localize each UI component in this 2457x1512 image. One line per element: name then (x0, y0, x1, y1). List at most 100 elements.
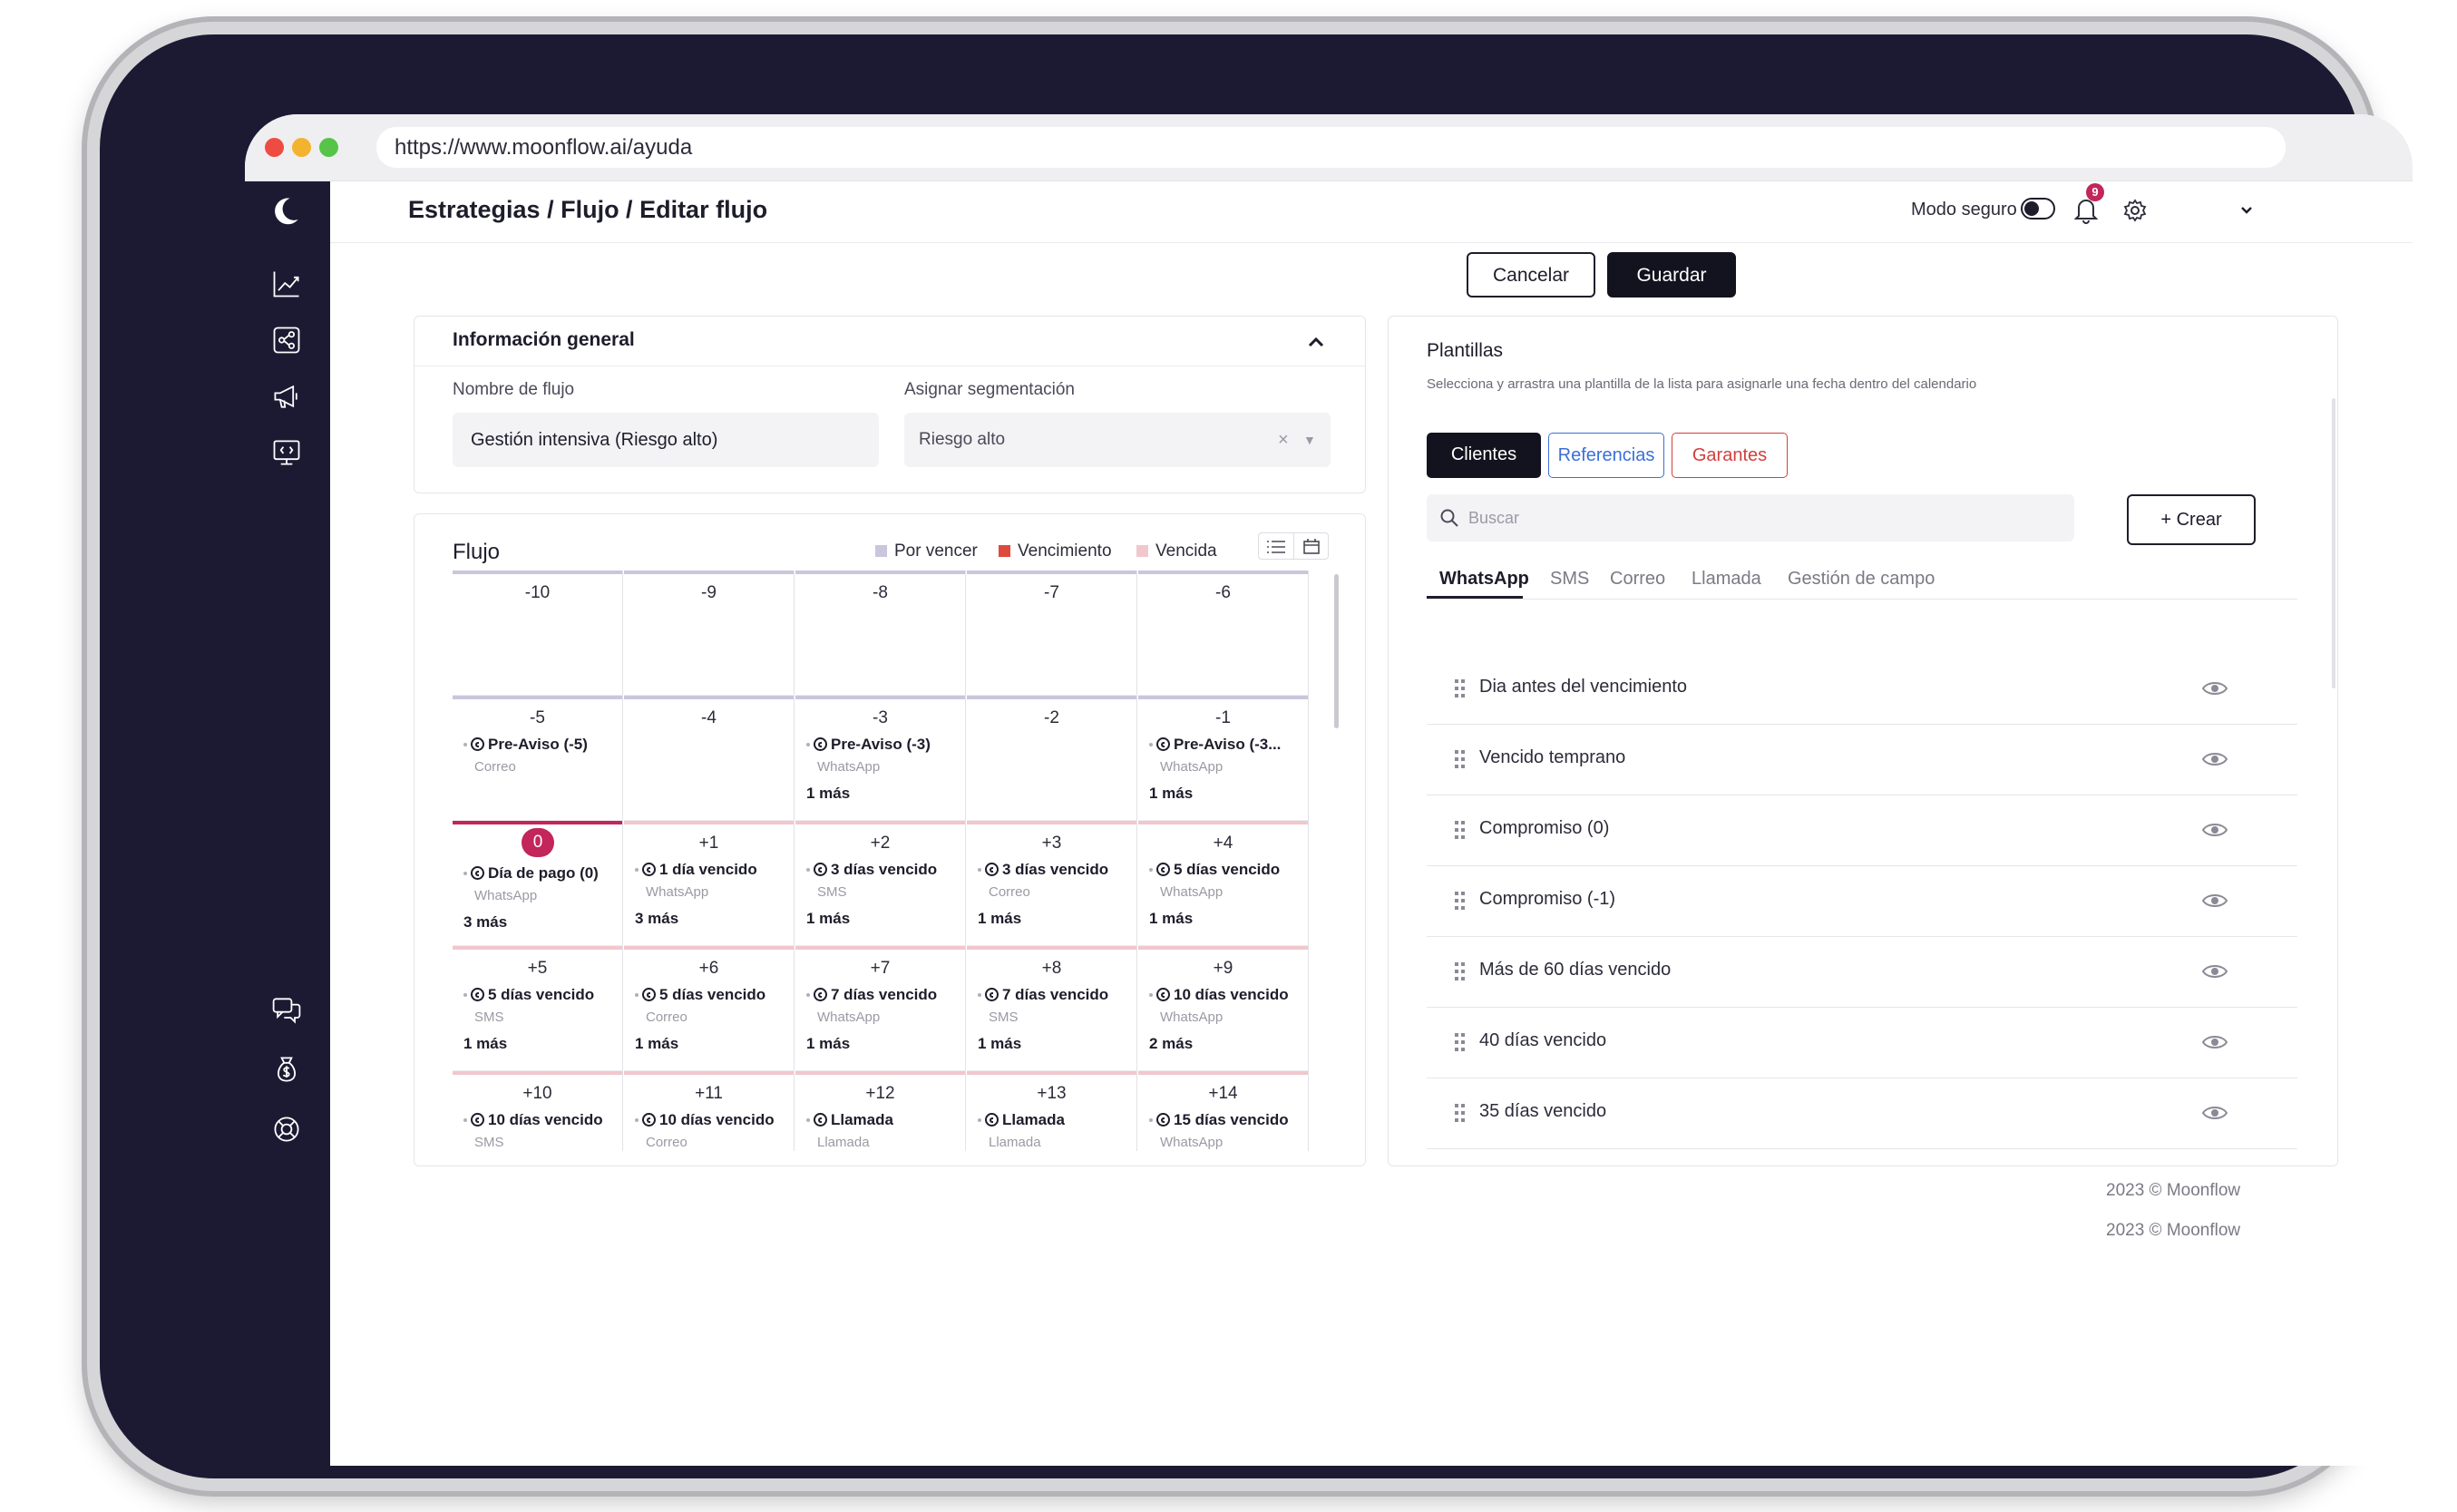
gear-icon[interactable] (2121, 197, 2149, 224)
calendar-event[interactable]: Llamada (978, 1111, 1065, 1129)
calendar-view-icon[interactable] (1302, 538, 1321, 555)
eye-icon[interactable] (2201, 678, 2228, 699)
template-item[interactable]: 40 días vencido (1427, 1008, 2297, 1078)
more-events-link[interactable]: 3 más (635, 910, 679, 927)
channel-tab-sms[interactable]: SMS (1550, 569, 1590, 589)
list-view-icon[interactable] (1266, 540, 1286, 554)
calendar-event[interactable]: 5 días vencido (463, 986, 594, 1004)
calendar-day-cell[interactable]: +9 10 días vencido WhatsApp 2 más (1138, 946, 1309, 1071)
calendar-day-cell[interactable]: +13 Llamada Llamada (967, 1071, 1137, 1151)
calendar-day-cell[interactable]: -5 Pre-Aviso (-5) Correo (453, 696, 623, 821)
calendar-event[interactable]: 1 día vencido (635, 861, 757, 879)
calendar-day-cell[interactable]: +10 10 días vencido SMS (453, 1071, 623, 1151)
more-events-link[interactable]: 3 más (463, 913, 508, 931)
calendar-event[interactable]: 7 días vencido (978, 986, 1108, 1004)
eye-icon[interactable] (2201, 1031, 2228, 1053)
help-lifebuoy-icon[interactable] (266, 1108, 307, 1150)
moon-logo-icon[interactable] (266, 190, 307, 232)
more-events-link[interactable]: 1 más (978, 910, 1022, 927)
clear-icon[interactable]: × (1278, 430, 1289, 450)
drag-handle-icon[interactable] (1454, 1032, 1467, 1052)
calendar-day-cell[interactable]: -9 (624, 571, 795, 696)
calendar-day-cell[interactable]: +11 10 días vencido Correo (624, 1071, 795, 1151)
audience-tab-garantes[interactable]: Garantes (1672, 433, 1788, 478)
more-events-link[interactable]: 1 más (806, 1035, 851, 1052)
calendar-day-cell[interactable]: -8 (795, 571, 966, 696)
calendar-day-cell[interactable]: +2 3 días vencido SMS 1 más (795, 821, 966, 946)
template-item[interactable]: Dia antes del vencimiento (1427, 654, 2297, 725)
more-events-link[interactable]: 1 más (806, 785, 851, 802)
template-item[interactable]: Compromiso (-1) (1427, 866, 2297, 937)
audience-tab-clientes[interactable]: Clientes (1427, 433, 1541, 478)
template-item[interactable]: Más de 60 días vencido (1427, 937, 2297, 1008)
calendar-event[interactable]: 15 días vencido (1149, 1111, 1289, 1129)
calendar-event[interactable]: Pre-Aviso (-3) (806, 736, 931, 754)
maximize-window-dot[interactable] (319, 138, 338, 157)
calendar-event[interactable]: 3 días vencido (978, 861, 1108, 879)
calendar-day-cell[interactable]: -10 (453, 571, 623, 696)
drag-handle-icon[interactable] (1454, 820, 1467, 840)
more-events-link[interactable]: 1 más (806, 910, 851, 927)
url-bar[interactable]: https://www.moonflow.ai/ayuda (376, 127, 2286, 168)
template-item[interactable]: Vencido temprano (1427, 725, 2297, 795)
chevron-up-icon[interactable] (1305, 333, 1327, 351)
calendar-day-cell[interactable]: +3 3 días vencido Correo 1 más (967, 821, 1137, 946)
chat-icon[interactable] (266, 989, 307, 1030)
templates-scrollbar[interactable] (2332, 398, 2335, 688)
more-events-link[interactable]: 1 más (1149, 910, 1194, 927)
minimize-window-dot[interactable] (292, 138, 311, 157)
safe-mode-toggle[interactable] (2021, 198, 2055, 219)
calendar-day-cell[interactable]: +8 7 días vencido SMS 1 más (967, 946, 1137, 1071)
calendar-day-cell[interactable]: +14 15 días vencido WhatsApp (1138, 1071, 1309, 1151)
eye-icon[interactable] (2201, 819, 2228, 841)
calendar-day-cell[interactable]: -2 (967, 696, 1137, 821)
calendar-event[interactable]: 10 días vencido (463, 1111, 603, 1129)
calendar-day-cell[interactable]: +1 1 día vencido WhatsApp 3 más (624, 821, 795, 946)
eye-icon[interactable] (2201, 748, 2228, 770)
drag-handle-icon[interactable] (1454, 961, 1467, 981)
more-events-link[interactable]: 1 más (1149, 785, 1194, 802)
more-events-link[interactable]: 1 más (978, 1035, 1022, 1052)
calendar-day-cell[interactable]: +6 5 días vencido Correo 1 más (624, 946, 795, 1071)
drag-handle-icon[interactable] (1454, 749, 1467, 769)
calendar-event[interactable]: 3 días vencido (806, 861, 937, 879)
calendar-event[interactable]: Llamada (806, 1111, 893, 1129)
calendar-event[interactable]: 7 días vencido (806, 986, 937, 1004)
calendar-event[interactable]: Día de pago (0) (463, 864, 599, 883)
close-window-dot[interactable] (265, 138, 284, 157)
more-events-link[interactable]: 1 más (635, 1035, 679, 1052)
calendar-day-cell[interactable]: +5 5 días vencido SMS 1 más (453, 946, 623, 1071)
eye-icon[interactable] (2201, 961, 2228, 982)
calendar-event[interactable]: Pre-Aviso (-5) (463, 736, 588, 754)
more-events-link[interactable]: 2 más (1149, 1035, 1194, 1052)
template-item[interactable]: 35 días vencido (1427, 1078, 2297, 1149)
audience-tab-referencias[interactable]: Referencias (1548, 433, 1664, 478)
calendar-event[interactable]: 10 días vencido (1149, 986, 1289, 1004)
create-template-button[interactable]: + Crear (2127, 494, 2256, 545)
channel-tab-correo[interactable]: Correo (1610, 569, 1666, 589)
drag-handle-icon[interactable] (1454, 891, 1467, 911)
calendar-day-cell[interactable]: -6 (1138, 571, 1309, 696)
calendar-day-cell[interactable]: -7 (967, 571, 1137, 696)
chevron-down-icon[interactable] (2238, 201, 2256, 219)
calendar-event[interactable]: Pre-Aviso (-3... (1149, 736, 1281, 754)
calendar-day-cell[interactable]: +4 5 días vencido WhatsApp 1 más (1138, 821, 1309, 946)
presentation-icon[interactable] (266, 432, 307, 473)
calendar-day-cell[interactable]: -4 (624, 696, 795, 821)
template-item[interactable]: Compromiso (0) (1427, 795, 2297, 866)
calendar-event[interactable]: 10 días vencido (635, 1111, 775, 1129)
calendar-day-cell[interactable]: -1 Pre-Aviso (-3... WhatsApp 1 más (1138, 696, 1309, 821)
eye-icon[interactable] (2201, 890, 2228, 912)
cancel-button[interactable]: Cancelar (1467, 252, 1595, 298)
channel-tab-gestion-campo[interactable]: Gestión de campo (1788, 569, 1935, 589)
megaphone-icon[interactable] (266, 376, 307, 417)
bell-icon[interactable] (2072, 194, 2101, 225)
channel-tab-llamada[interactable]: Llamada (1692, 569, 1761, 589)
calendar-day-cell[interactable]: -3 Pre-Aviso (-3) WhatsApp 1 más (795, 696, 966, 821)
calendar-day-cell[interactable]: +7 7 días vencido WhatsApp 1 más (795, 946, 966, 1071)
money-bag-icon[interactable] (266, 1049, 307, 1090)
calendar-scrollbar[interactable] (1334, 574, 1339, 728)
dropdown-caret-icon[interactable]: ▼ (1303, 433, 1316, 447)
eye-icon[interactable] (2201, 1102, 2228, 1124)
calendar-event[interactable]: 5 días vencido (1149, 861, 1280, 879)
